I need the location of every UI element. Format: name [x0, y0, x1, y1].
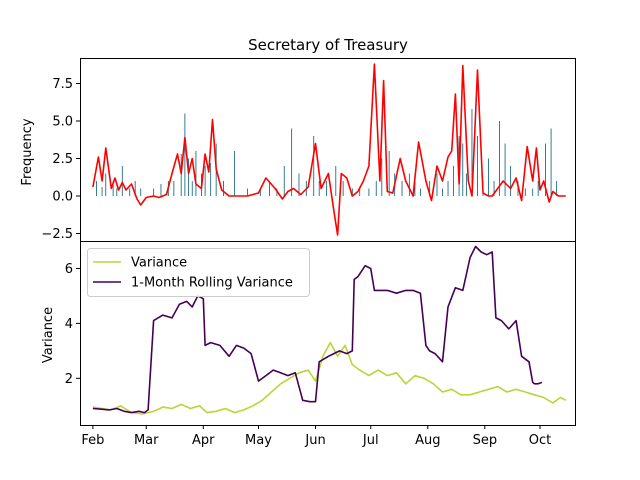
- rolling-variance-line: [92, 245, 543, 414]
- frequency-bar: [195, 151, 197, 196]
- legend: Variance 1-Month Rolling Variance: [87, 248, 310, 297]
- frequency-bar: [116, 188, 118, 196]
- frequency-bar: [419, 188, 421, 196]
- frequency-bar: [556, 181, 558, 196]
- frequency-bar: [153, 188, 155, 196]
- frequency-bar: [453, 166, 454, 196]
- legend-label-variance: Variance: [131, 256, 187, 271]
- x-tick-label: Apr: [192, 433, 215, 448]
- frequency-bar: [465, 173, 467, 196]
- frequency-bar: [351, 188, 353, 196]
- frequency-bar: [184, 113, 186, 196]
- frequency-bar: [493, 181, 495, 196]
- frequency-bar: [269, 181, 270, 196]
- frequency-bar: [283, 166, 285, 196]
- frequency-bar: [335, 166, 337, 196]
- frequency-bar: [298, 173, 300, 196]
- frequency-bar: [121, 166, 123, 196]
- frequency-bar: [488, 158, 489, 196]
- frequency-bar: [180, 154, 182, 196]
- frequency-bar: [342, 181, 344, 196]
- frequency-bar: [140, 188, 142, 196]
- frequency-bar: [210, 163, 212, 196]
- frequency-bar: [173, 181, 175, 196]
- frequency-bar: [532, 188, 534, 196]
- bottom-y-axis: 2 4 6: [65, 262, 80, 387]
- frequency-bar: [524, 188, 526, 196]
- frequency-bar: [408, 173, 410, 196]
- frequency-bar: [477, 136, 478, 196]
- top-frequency-line: [92, 63, 566, 236]
- bottom-x-axis: Feb Mar Apr May Jun Jul Aug Sep Oct: [81, 425, 551, 448]
- top-y-tick-label: 0.0: [52, 190, 73, 205]
- x-tick-label: Feb: [81, 433, 104, 448]
- bottom-axes-frame: [80, 241, 576, 426]
- frequency-bar: [188, 158, 190, 196]
- x-tick-label: Oct: [529, 433, 551, 448]
- frequency-bar: [291, 128, 293, 196]
- top-y-axis: −2.5 0.0 2.5 5.0 7.5: [41, 77, 80, 242]
- bottom-y-axis-label: Variance: [41, 307, 56, 363]
- legend-label-rolling-variance: 1-Month Rolling Variance: [131, 276, 293, 291]
- frequency-bar: [550, 128, 552, 196]
- frequency-bar: [436, 173, 438, 196]
- frequency-bar: [401, 181, 403, 196]
- frequency-bar: [326, 181, 328, 196]
- x-tick-label: May: [245, 433, 272, 448]
- frequency-bar: [112, 181, 114, 196]
- variance-line: [92, 341, 567, 415]
- frequency-bar: [101, 187, 103, 196]
- top-y-axis-label: Frequency: [20, 118, 35, 185]
- frequency-bar: [318, 181, 320, 196]
- frequency-bar: [537, 181, 539, 196]
- top-y-tick-label: 7.5: [52, 77, 73, 92]
- frequency-bar: [160, 184, 162, 196]
- frequency-bar: [429, 181, 431, 196]
- chart-title: Secretary of Treasury: [248, 36, 408, 54]
- frequency-bar: [510, 166, 512, 196]
- x-tick-label: Aug: [415, 433, 440, 448]
- frequency-bar: [313, 136, 315, 196]
- frequency-bar: [223, 181, 224, 196]
- frequency-bar: [259, 188, 261, 196]
- frequency-bar: [471, 109, 473, 196]
- x-tick-label: Mar: [134, 433, 159, 448]
- bottom-y-tick-label: 4: [65, 317, 73, 332]
- frequency-bar: [504, 143, 506, 196]
- frequency-bar: [545, 143, 547, 196]
- frequency-bar: [414, 181, 416, 196]
- frequency-bar: [388, 151, 390, 196]
- top-y-tick-label: −2.5: [41, 227, 73, 242]
- frequency-bar: [247, 188, 248, 196]
- frequency-bar: [375, 181, 377, 196]
- frequency-bar: [462, 143, 464, 196]
- x-tick-label: Jul: [362, 433, 379, 448]
- frequency-bar: [105, 173, 107, 196]
- x-tick-label: Sep: [473, 433, 498, 448]
- top-y-tick-label: 2.5: [52, 152, 73, 167]
- bottom-y-tick-label: 2: [65, 372, 73, 387]
- frequency-bar: [368, 188, 370, 196]
- frequency-bar: [204, 166, 206, 196]
- frequency-bar: [447, 181, 449, 196]
- frequency-bar: [234, 151, 236, 196]
- frequency-bar: [191, 181, 193, 196]
- frequency-bar: [442, 188, 443, 196]
- top-y-tick-label: 5.0: [52, 115, 73, 130]
- legend-box: [87, 248, 310, 297]
- frequency-bar: [129, 188, 131, 196]
- x-tick-label: Jun: [304, 433, 325, 448]
- frequency-bar: [359, 188, 361, 196]
- bottom-y-tick-label: 6: [65, 262, 73, 277]
- frequency-bar: [96, 181, 98, 196]
- frequency-bar: [499, 121, 500, 196]
- frequency-bar: [381, 158, 383, 196]
- frequency-bar: [134, 181, 136, 196]
